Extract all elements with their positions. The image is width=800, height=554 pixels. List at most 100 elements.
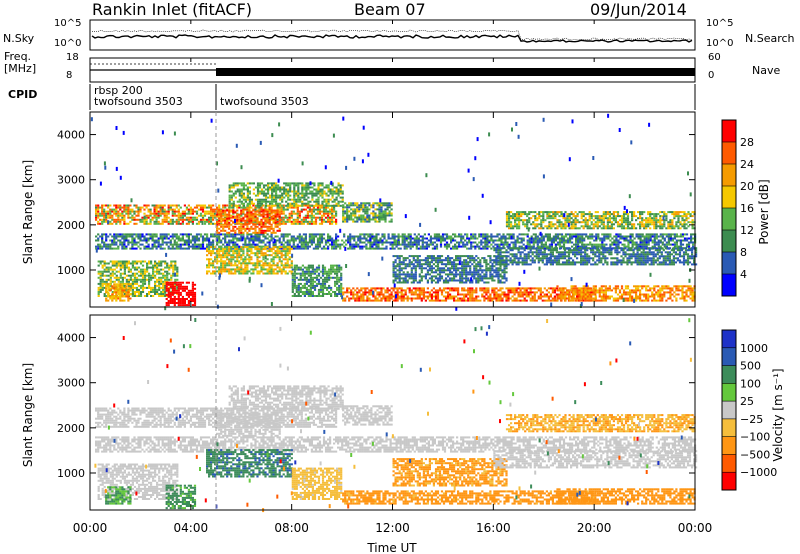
- rti-cell: [626, 213, 630, 216]
- rti-cell: [319, 286, 323, 289]
- rti-cell: [151, 233, 154, 236]
- rti-cell: [328, 274, 331, 277]
- rti-cell: [333, 241, 336, 244]
- rti-cell: [177, 214, 180, 217]
- rti-cell: [315, 270, 319, 273]
- rti-cell: [230, 204, 233, 207]
- rti-cell: [516, 217, 519, 220]
- rti-cell: [260, 227, 263, 230]
- rti-cell: [602, 219, 605, 222]
- rti-cell: [629, 239, 632, 242]
- rti-cell: [516, 215, 519, 218]
- rti-cell: [165, 210, 168, 213]
- rti-cell: [335, 214, 338, 217]
- rti-cell: [226, 221, 229, 224]
- freq-tick-bottom: 8: [66, 70, 73, 81]
- rti-cell: [310, 214, 313, 217]
- rti-cell: [578, 221, 581, 224]
- nave-tick-bottom: 0: [708, 70, 715, 81]
- rti-cell: [168, 278, 171, 281]
- rti-cell: [250, 219, 253, 222]
- rti-cell: [490, 233, 493, 236]
- rti-cell: [286, 206, 289, 209]
- rti-cell: [163, 214, 166, 217]
- rti-cell: [266, 258, 269, 261]
- rti-cell: [526, 215, 529, 218]
- rti-cell: [117, 245, 120, 248]
- rti-cell: [161, 212, 164, 215]
- rti-cell: [317, 268, 321, 271]
- rti-cell: [111, 295, 114, 298]
- rti-cell: [462, 237, 465, 240]
- rti-cell: [435, 247, 439, 250]
- rti-cell: [252, 223, 255, 226]
- rti-cell: [599, 239, 602, 242]
- rti-cell: [378, 220, 381, 223]
- rti-cell: [260, 248, 263, 251]
- rti-cell: [486, 243, 489, 246]
- rti-cell: [602, 213, 605, 216]
- rti-cell: [266, 208, 269, 211]
- rti-cell: [639, 243, 642, 246]
- rti-cell: [326, 274, 329, 277]
- rti-cell: [510, 237, 513, 240]
- rti-cell: [331, 208, 334, 211]
- rti-cell: [129, 241, 132, 244]
- rti-cell: [137, 214, 140, 217]
- rti-cell: [240, 250, 243, 253]
- rti-cell: [353, 245, 356, 248]
- rti-cell: [377, 247, 380, 250]
- rti-cell: [312, 233, 315, 236]
- rti-cell: [230, 262, 233, 265]
- rti-cell: [367, 233, 370, 236]
- rti-cell: [150, 276, 153, 279]
- rti-cell: [166, 272, 169, 275]
- rti-cell: [131, 241, 134, 244]
- rti-cell: [248, 245, 251, 248]
- rti-cell: [651, 213, 654, 216]
- rti-cell: [526, 235, 529, 238]
- rti-cell: [148, 260, 151, 263]
- rti-cell: [232, 233, 235, 236]
- rti-cell: [522, 221, 525, 224]
- rti-cell: [324, 220, 328, 223]
- rti-cell: [326, 280, 329, 283]
- rti-cell: [183, 218, 186, 221]
- rti-cell: [577, 239, 580, 242]
- rti-cell: [222, 217, 225, 220]
- rti-cell: [111, 264, 114, 267]
- rti-cell: [388, 206, 391, 209]
- rti-cell: [580, 221, 583, 224]
- rti-cell: [149, 212, 152, 215]
- rti-cell: [101, 237, 104, 240]
- rti-cell: [103, 282, 106, 285]
- rti-cell: [659, 223, 662, 226]
- rti-cell: [274, 243, 277, 246]
- rti-cell: [135, 222, 138, 225]
- rti-cell: [163, 216, 166, 219]
- rti-cell: [248, 248, 251, 251]
- rti-cell: [191, 210, 194, 213]
- rti-cell: [540, 245, 543, 248]
- rti-cell: [173, 300, 176, 302]
- rti-cell: [415, 241, 418, 244]
- rti-cell: [653, 243, 656, 246]
- rti-cell: [326, 286, 329, 289]
- rti-cell: [384, 208, 387, 211]
- rti-cell: [278, 217, 281, 220]
- rti-cell: [639, 221, 642, 224]
- rti-cell: [171, 298, 174, 300]
- rti-cell: [393, 233, 396, 236]
- rti-cell: [123, 272, 126, 275]
- rti-cell: [305, 291, 308, 293]
- rti-cell: [103, 241, 106, 244]
- rti-cell: [109, 289, 112, 292]
- rti-cell: [218, 217, 221, 220]
- rti-cell: [260, 260, 263, 263]
- rti-cell: [548, 227, 551, 230]
- rti-cell: [121, 243, 124, 246]
- rti-cell: [445, 235, 449, 238]
- rti-cell: [159, 206, 162, 209]
- rti-cell: [218, 220, 221, 223]
- rti-cell: [319, 276, 323, 279]
